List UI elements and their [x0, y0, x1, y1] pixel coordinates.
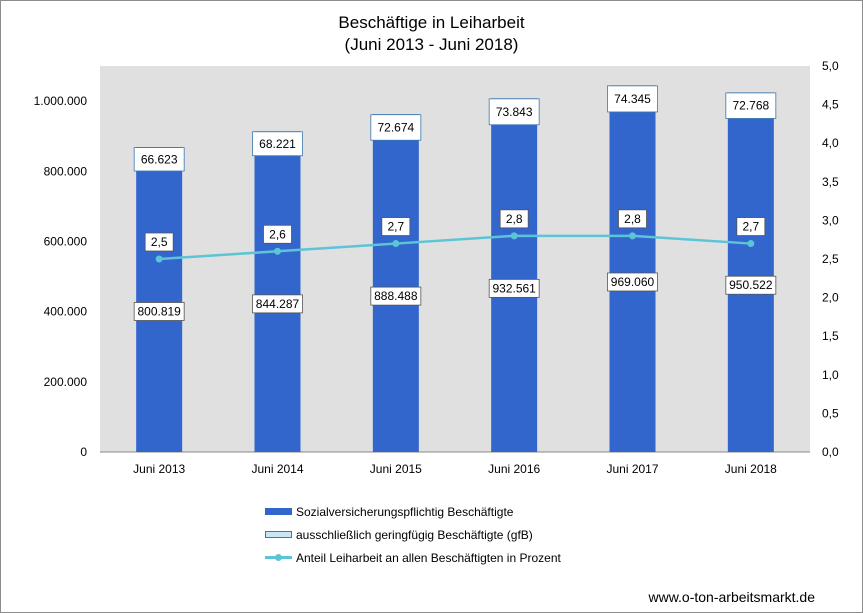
- data-label-box-svb: [488, 278, 540, 298]
- data-label-box-svb: [725, 275, 777, 295]
- data-label-svb: 844.287: [256, 297, 300, 311]
- point-share: [392, 240, 400, 248]
- legend-item-svb: Sozialversicherungspflichtig Beschäftigt…: [265, 500, 561, 523]
- data-label-gfb: 72.768: [732, 99, 769, 113]
- plot-background: [100, 66, 810, 452]
- x-tick-label: Juni 2015: [370, 462, 422, 476]
- data-label-box-gfb: [133, 147, 185, 172]
- y-right-tick-label: 2,0: [822, 291, 839, 305]
- data-label-share: 2,8: [506, 212, 523, 226]
- data-label-gfb: 74.345: [614, 92, 651, 106]
- data-label-svb: 950.522: [729, 278, 773, 292]
- chart-title-line1: Beschäftige in Leiharbeit: [338, 13, 525, 32]
- x-tick-label: Juni 2014: [251, 462, 303, 476]
- y-right-tick-label: 1,5: [822, 329, 839, 343]
- data-label-box-gfb: [488, 98, 540, 126]
- x-tick-label: Juni 2018: [725, 462, 777, 476]
- data-label-box-share: [499, 209, 529, 229]
- data-label-share: 2,7: [387, 220, 404, 234]
- data-label-box-gfb: [252, 131, 303, 157]
- data-label-box-share: [381, 217, 411, 236]
- data-label-share: 2,8: [624, 212, 641, 226]
- y-right-tick-label: 4,5: [822, 98, 839, 112]
- data-label-gfb: 66.623: [141, 152, 178, 166]
- data-label-svb: 932.561: [492, 281, 536, 295]
- point-share: [274, 247, 281, 255]
- y-right-tick-label: 5,0: [822, 59, 839, 73]
- y-left-tick-label: 0: [80, 445, 87, 459]
- data-label-gfb: 68.221: [259, 137, 296, 151]
- legend-label-svb: Sozialversicherungspflichtig Beschäftigt…: [296, 504, 514, 519]
- y-right-tick-label: 0,5: [822, 406, 839, 420]
- point-share: [747, 240, 755, 248]
- y-left-tick-label: 600.000: [44, 234, 88, 248]
- data-label-box-svb: [133, 302, 185, 321]
- y-right-tick-label: 2,5: [822, 252, 839, 266]
- legend-swatch-gfb: [265, 531, 292, 538]
- point-share: [155, 255, 163, 263]
- data-label-box-share: [263, 224, 292, 244]
- y-right-tick-label: 3,0: [822, 213, 839, 227]
- x-tick-label: Juni 2016: [488, 462, 540, 476]
- y-left-tick-label: 400.000: [44, 305, 88, 319]
- data-label-svb: 888.488: [374, 289, 418, 303]
- data-label-gfb: 72.674: [377, 120, 414, 134]
- legend-label-share: Anteil Leiharbeit an allen Beschäftigten…: [296, 550, 561, 565]
- x-tick-label: Juni 2013: [133, 462, 185, 476]
- line-share: [159, 234, 751, 261]
- y-left-tick-label: 200.000: [44, 375, 88, 389]
- data-label-share: 2,6: [269, 227, 286, 241]
- y-right-tick-label: 3,5: [822, 175, 839, 189]
- data-label-svb: 969.060: [611, 275, 655, 289]
- chart-title: Beschäftige in Leiharbeit (Juni 2013 - J…: [0, 12, 863, 56]
- data-label-box-share: [618, 209, 647, 229]
- data-label-box-svb: [607, 272, 658, 292]
- legend-swatch-share: [265, 554, 292, 561]
- data-label-box-svb: [252, 294, 303, 314]
- source-url: www.o-ton-arbeitsmarkt.de: [648, 589, 815, 605]
- data-label-svb: 800.819: [137, 304, 181, 318]
- data-label-share: 2,7: [742, 220, 759, 234]
- data-label-box-svb: [370, 286, 422, 306]
- legend-item-gfb: ausschließlich geringfügig Beschäftigte …: [265, 523, 561, 546]
- data-label-box-gfb: [607, 85, 658, 113]
- chart-title-line2: (Juni 2013 - Juni 2018): [344, 35, 519, 54]
- point-share: [629, 232, 636, 240]
- data-label-gfb: 73.843: [496, 105, 533, 119]
- data-label-box-gfb: [370, 114, 422, 141]
- legend: Sozialversicherungspflichtig Beschäftigt…: [265, 500, 561, 569]
- data-label-share: 2,5: [151, 235, 168, 249]
- y-right-tick-label: 4,0: [822, 136, 839, 150]
- legend-label-gfb: ausschließlich geringfügig Beschäftigte …: [296, 527, 533, 542]
- legend-item-share: Anteil Leiharbeit an allen Beschäftigten…: [265, 546, 561, 569]
- data-label-box-gfb: [725, 92, 777, 119]
- point-share: [510, 232, 518, 240]
- y-left-tick-label: 800.000: [44, 164, 88, 178]
- x-tick-label: Juni 2017: [606, 462, 658, 476]
- data-label-box-share: [736, 217, 766, 236]
- y-left-tick-label: 1.000.000: [34, 94, 88, 108]
- data-label-box-share: [144, 232, 174, 252]
- legend-swatch-svb: [265, 508, 292, 515]
- y-right-tick-label: 1,0: [822, 368, 839, 382]
- y-right-tick-label: 0,0: [822, 445, 839, 459]
